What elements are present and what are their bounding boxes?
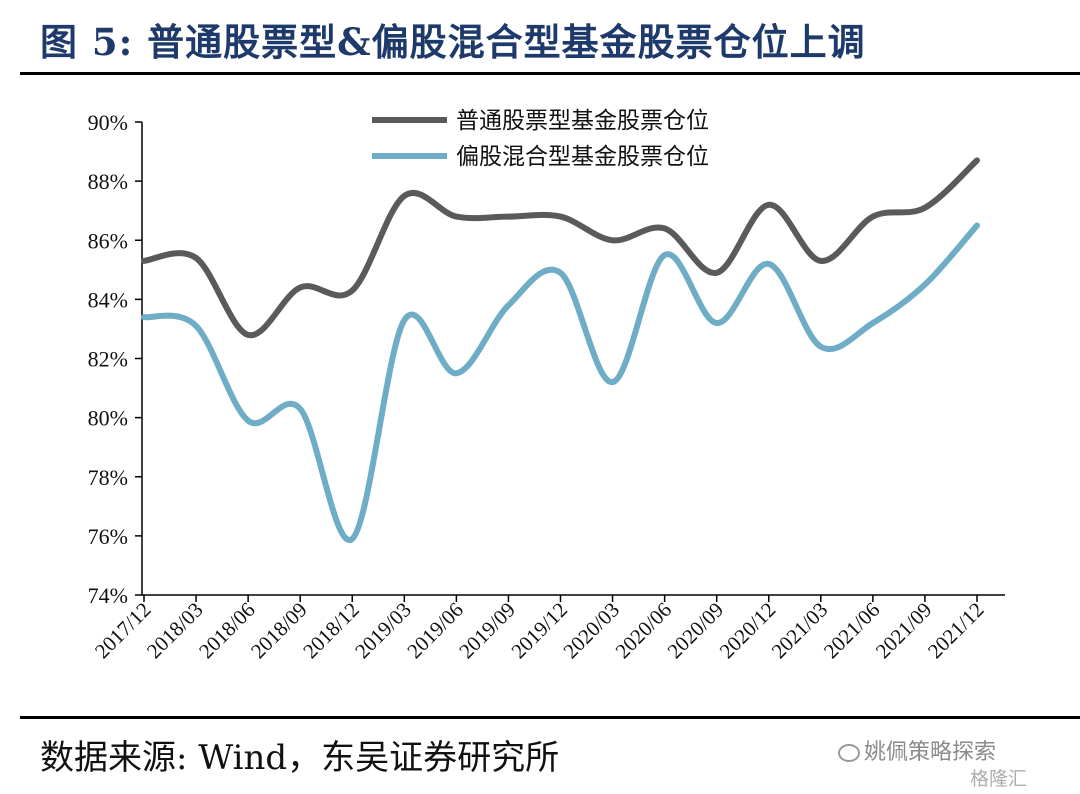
chart-axes bbox=[141, 122, 1005, 596]
x-tick-label: 2021/06 bbox=[819, 598, 885, 664]
watermark-account: 姚佩策略探索 bbox=[838, 734, 996, 766]
legend-label-2: 偏股混合型基金股票仓位 bbox=[456, 144, 709, 170]
x-tick-label: 2020/09 bbox=[663, 598, 729, 664]
y-tick-label: 80% bbox=[88, 406, 128, 431]
line-chart: 74% 76% 78% 80% 82% 84% 86% 88% 90% 2017/122018/… bbox=[88, 108, 1005, 663]
x-tick-label: 2018/03 bbox=[142, 598, 208, 664]
y-tick-label: 90% bbox=[88, 110, 128, 135]
series-line-2 bbox=[141, 222, 980, 543]
x-tick-label: 2021/03 bbox=[767, 598, 833, 664]
x-tick-label: 2020/12 bbox=[715, 598, 781, 664]
x-tick-label: 2018/09 bbox=[246, 598, 312, 664]
x-tick-label: 2018/12 bbox=[298, 598, 364, 664]
y-axis-ticks: 74% 76% 78% 80% 82% 84% 86% 88% 90% bbox=[88, 110, 142, 608]
x-tick-label: 2020/03 bbox=[558, 598, 624, 664]
y-tick-label: 78% bbox=[88, 465, 128, 490]
x-tick-label: 2021/09 bbox=[871, 598, 937, 664]
source-divider bbox=[20, 716, 1080, 719]
wechat-icon bbox=[838, 744, 860, 762]
figure-title: 图 5: 普通股票型&偏股混合型基金股票仓位上调 bbox=[40, 20, 866, 64]
x-tick-label: 2018/06 bbox=[194, 598, 260, 664]
y-tick-label: 84% bbox=[88, 287, 128, 312]
x-axis-ticks: 2017/122018/032018/062018/092018/122019/… bbox=[90, 595, 989, 663]
watermark-account-label: 姚佩策略探索 bbox=[864, 740, 997, 765]
series-lines bbox=[141, 157, 980, 543]
x-tick-label: 2020/06 bbox=[611, 598, 677, 664]
title-divider bbox=[20, 72, 1080, 75]
x-tick-label: 2019/06 bbox=[402, 598, 468, 664]
y-tick-label: 82% bbox=[88, 347, 128, 372]
x-tick-label: 2019/09 bbox=[454, 598, 520, 664]
legend-label-1: 普通股票型基金股票仓位 bbox=[456, 108, 709, 134]
watermark-site-label: 格隆汇 bbox=[970, 768, 1028, 790]
y-tick-label: 88% bbox=[88, 169, 128, 194]
x-tick-label: 2019/12 bbox=[506, 598, 572, 664]
y-tick-label: 74% bbox=[88, 583, 128, 608]
y-tick-label: 76% bbox=[88, 524, 128, 549]
x-tick-label: 2021/12 bbox=[923, 598, 989, 664]
watermark-site: 格隆汇 bbox=[970, 764, 1027, 791]
y-tick-label: 86% bbox=[88, 228, 128, 253]
source-note: 数据来源: Wind，东吴证券研究所 bbox=[40, 738, 560, 778]
x-tick-label: 2019/03 bbox=[350, 598, 416, 664]
series-line-1 bbox=[141, 157, 980, 338]
